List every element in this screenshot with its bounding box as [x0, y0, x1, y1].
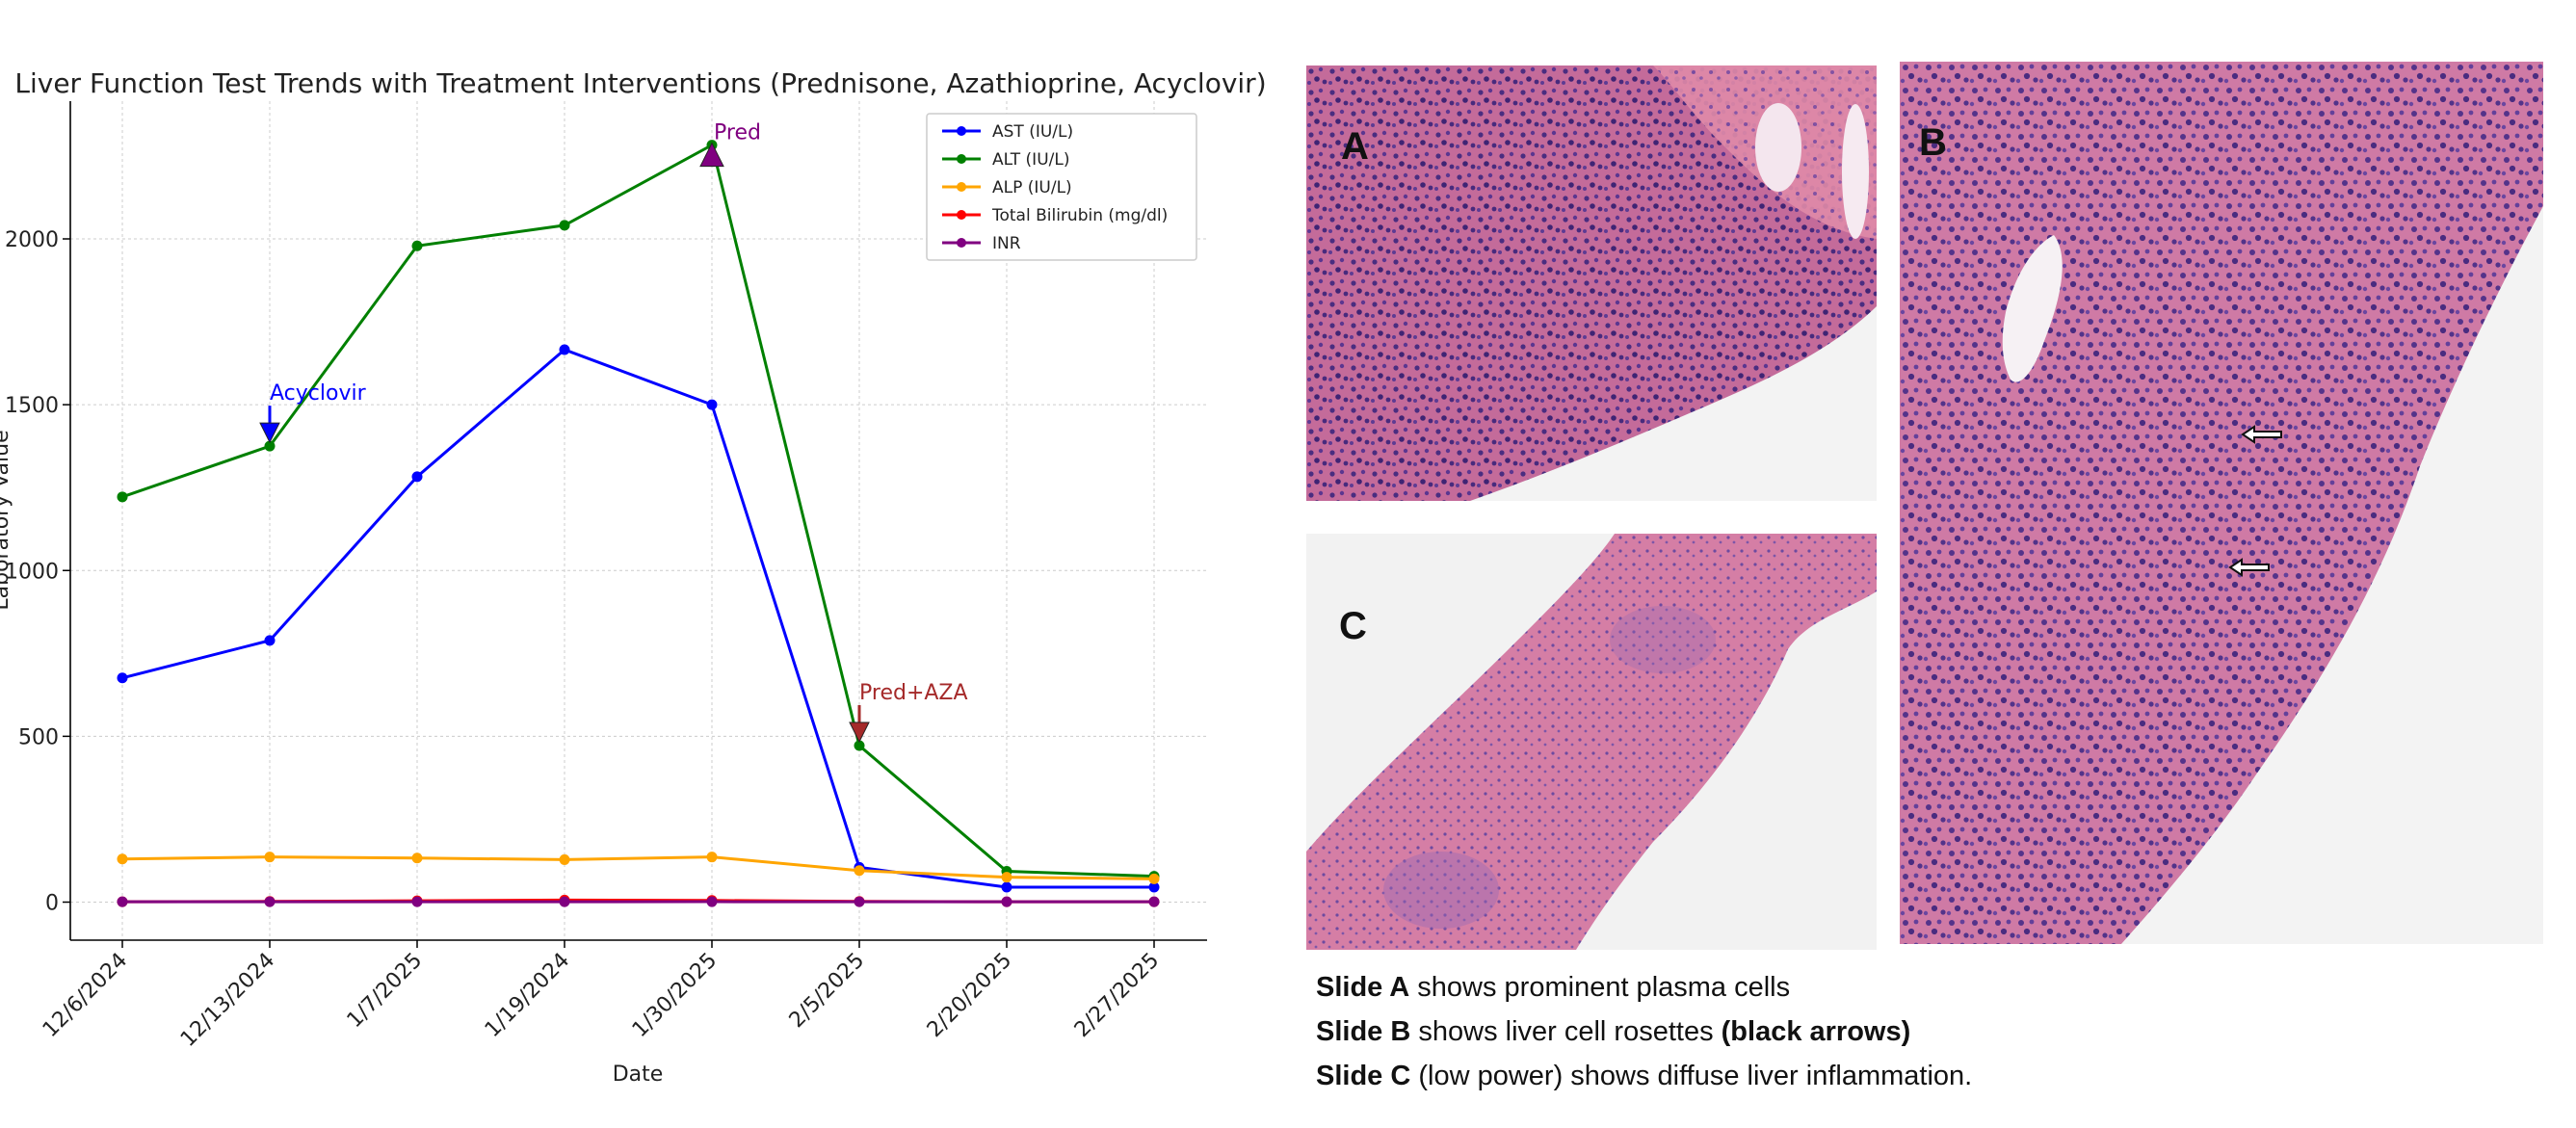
arrow-marker-2 — [2228, 558, 2270, 577]
data-point — [706, 399, 718, 410]
data-point — [264, 852, 276, 863]
arrow-marker-1 — [2241, 425, 2282, 444]
legend-swatch-marker — [957, 182, 966, 192]
series-line — [121, 143, 1155, 879]
figure-captions: Slide A shows prominent plasma cells Sli… — [1316, 965, 1972, 1098]
slide-a-image: A — [1306, 66, 1877, 501]
slide-b-label: B — [1919, 121, 1947, 164]
x-tick-label: 1/19/2024 — [481, 949, 574, 1042]
annotation-label: Acyclovir — [270, 381, 367, 406]
caption-slide-b: Slide B shows liver cell rosettes (black… — [1316, 1016, 1911, 1047]
slide-c-label: C — [1339, 605, 1367, 647]
data-point — [264, 896, 276, 907]
series-line — [121, 855, 1155, 880]
legend-item: Total Bilirubin (mg/dl) — [942, 206, 1168, 225]
annotation-label: Pred — [714, 121, 761, 145]
data-point — [117, 853, 128, 865]
legend-item: ALT (IU/L) — [942, 150, 1069, 170]
data-point — [854, 896, 865, 907]
data-point — [1148, 881, 1160, 893]
legend-label: AST (IU/L) — [992, 122, 1073, 142]
x-tick-label: 12/6/2024 — [39, 949, 132, 1042]
annotations: Acyclovir Pred Pred+AZA — [259, 121, 968, 744]
slide-c-image: C — [1306, 534, 1877, 950]
series-line — [121, 348, 1154, 889]
x-tick-label: 12/13/2024 — [176, 949, 279, 1052]
x-tick-label: 2/20/2025 — [923, 949, 1016, 1042]
annotation-triangle — [699, 142, 724, 168]
annotation: Pred+AZA — [849, 681, 968, 744]
y-tick-label: 500 — [18, 725, 59, 749]
legend-item: AST (IU/L) — [942, 122, 1073, 142]
data-point — [559, 344, 570, 355]
annotation: Acyclovir — [259, 381, 367, 444]
data-point — [264, 635, 276, 646]
data-point — [117, 491, 128, 503]
legend-swatch-marker — [957, 210, 966, 220]
annotation-arrow-head — [849, 721, 870, 744]
chart-title: Liver Function Test Trends with Treatmen… — [14, 67, 1266, 99]
legend-label: ALT (IU/L) — [992, 150, 1069, 170]
line-chart: 0 500 1000 1500 2000 12/6/2024 12/13/2024 1/7/2… — [0, 67, 1267, 1087]
y-tick-label: 2000 — [5, 228, 59, 252]
data-point — [854, 740, 865, 751]
data-point — [706, 852, 718, 863]
data-point — [117, 672, 128, 684]
data-point — [559, 896, 570, 907]
series — [117, 140, 1160, 907]
legend-label: Total Bilirubin (mg/dl) — [991, 206, 1168, 225]
data-point — [706, 896, 718, 907]
legend-item: INR — [942, 234, 1021, 253]
series-4 — [117, 896, 1160, 907]
x-tick-label: 2/27/2025 — [1070, 949, 1164, 1042]
legend-swatch-marker — [957, 126, 966, 136]
data-point — [411, 853, 423, 864]
caption-slide-a: Slide A shows prominent plasma cells — [1316, 972, 1791, 1003]
annotation-label: Pred+AZA — [859, 681, 968, 705]
annotation: Pred — [699, 121, 761, 168]
data-point — [411, 471, 423, 483]
axes — [69, 101, 1207, 941]
y-tick-label: 0 — [45, 892, 59, 916]
data-point — [1001, 872, 1012, 883]
data-point — [854, 865, 865, 877]
legend: AST (IU/L) ALT (IU/L) ALP (IU/L) Total Bili… — [926, 113, 1197, 261]
annotation-arrow-head — [259, 422, 280, 444]
data-point — [1148, 896, 1160, 907]
y-axis-label: Laboratory Value — [0, 430, 13, 610]
data-point — [1001, 896, 1012, 907]
legend-swatch-marker — [957, 154, 966, 164]
legend-label: INR — [992, 234, 1021, 253]
series-0 — [117, 344, 1160, 893]
x-axis-label: Date — [613, 1062, 664, 1087]
data-point — [1148, 873, 1160, 884]
slide-b-image: B — [1900, 62, 2543, 944]
data-point — [264, 440, 276, 452]
slide-a-label: A — [1341, 125, 1369, 168]
data-point — [559, 220, 570, 231]
x-tick-label: 1/30/2025 — [628, 949, 722, 1042]
ticks: 0 500 1000 1500 2000 12/6/2024 12/13/2024 1/7/2… — [5, 228, 1164, 1052]
legend-swatch-marker — [957, 238, 966, 248]
legend-label: ALP (IU/L) — [992, 178, 1072, 197]
data-point — [559, 853, 570, 865]
data-point — [411, 240, 423, 251]
y-tick-label: 1000 — [5, 560, 59, 584]
legend-frame — [926, 113, 1197, 261]
legend-item: ALP (IU/L) — [942, 178, 1072, 197]
x-tick-label: 2/5/2025 — [785, 949, 870, 1034]
x-tick-label: 1/7/2025 — [343, 949, 428, 1034]
y-tick-label: 1500 — [5, 394, 59, 418]
data-point — [1001, 881, 1012, 893]
data-point — [411, 896, 423, 907]
series-2 — [117, 852, 1160, 884]
caption-slide-c: Slide C (low power) shows diffuse liver … — [1316, 1061, 1973, 1091]
data-point — [117, 896, 128, 907]
